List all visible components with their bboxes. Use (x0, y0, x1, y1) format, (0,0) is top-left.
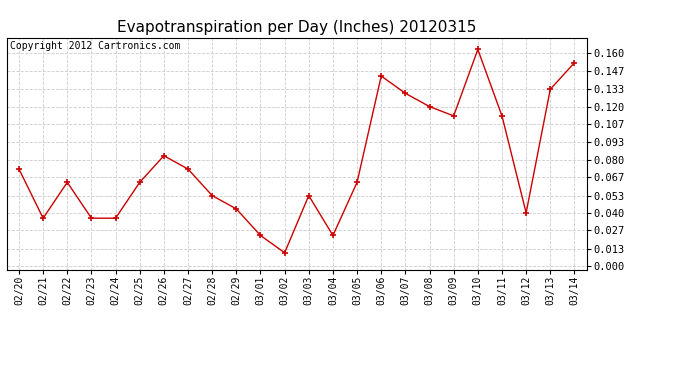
Text: Copyright 2012 Cartronics.com: Copyright 2012 Cartronics.com (10, 41, 180, 51)
Title: Evapotranspiration per Day (Inches) 20120315: Evapotranspiration per Day (Inches) 2012… (117, 20, 476, 35)
